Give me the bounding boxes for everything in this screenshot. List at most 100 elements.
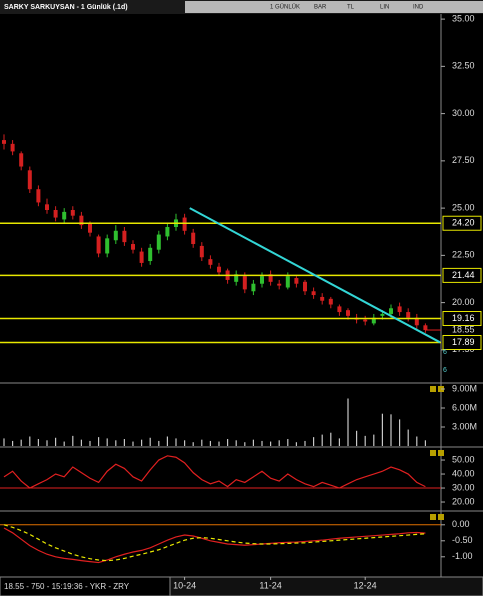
y-tick-label: 35.00 [452,13,475,23]
last-price-label: 18.55 [452,324,475,334]
level-label: 24.20 [452,218,475,228]
level-box [442,334,482,350]
candle-body [337,306,342,313]
volume-bar [390,414,392,446]
volume-bar [192,442,194,446]
candle-body [156,234,161,250]
toolbar-button[interactable]: IND [413,5,424,11]
candle-body [346,310,350,316]
candle-body [285,276,290,288]
volume-bar [278,440,280,446]
toolbar-button[interactable]: BAR [314,5,327,11]
x-tick-label: 12-24 [354,580,377,590]
trendline [189,207,441,344]
indicator-line [3,524,426,562]
volume-bar [287,439,289,446]
level-label: 21.44 [452,270,475,280]
toolbar-button[interactable]: 1 GÜNLÜK [270,4,300,11]
status-box [0,576,171,596]
volume-bar [399,419,401,446]
candle-body [268,274,273,282]
volume-bar [158,440,160,446]
y-tick-label: 3.00M [452,421,477,431]
candle-body [148,247,153,262]
candle-body [199,245,204,258]
volume-bar [407,429,409,446]
candle-body [311,291,316,296]
y-tick-label: 40.00 [452,468,475,478]
level-box [442,215,482,231]
volume-bar [149,437,151,446]
volume-bar [321,434,323,446]
candle-body [423,325,428,331]
candle-body [303,281,307,292]
volume-bar [381,413,383,446]
candle-body [27,170,32,190]
candle-body [36,189,41,203]
candle-body [242,276,247,290]
candle-body [96,236,101,254]
candle-body [406,312,411,318]
candle-body [389,308,393,314]
candle-body [165,227,170,237]
volume-bar [227,439,229,446]
candle-body [208,259,213,265]
candle-body [2,140,6,144]
toolbar-button[interactable]: LIN [380,5,389,11]
volume-bar [261,440,263,446]
candle-body [70,210,75,216]
y-tick-label: 6.00M [452,402,477,412]
y-tick-label: 30.00 [452,482,475,492]
volume-bar [123,439,125,446]
candle-body [122,230,127,243]
volume-bar [338,438,340,446]
candle-body [53,210,58,218]
volume-bar [141,439,143,446]
y-tick-label: 30.00 [452,108,475,118]
volume-bar [304,440,306,446]
volume-bar [209,440,211,446]
volume-bar [37,439,39,446]
volume-bar [89,440,91,446]
candle-body [320,296,325,301]
candle-body [217,266,221,273]
y-tick-label: -0.50 [452,535,473,545]
y-tick-label: 0.00 [452,519,470,529]
x-tick-label: 11-24 [259,580,281,590]
candle-body [191,232,196,245]
level-label: 17.89 [452,337,475,347]
volume-bar [115,440,117,446]
window-title: SARKY SARKUYSAN - 1 Günlük (.1d) [4,4,128,11]
volume-bar [244,442,246,446]
candle-body [10,143,15,152]
volume-bar [373,434,375,446]
candle-body [182,217,187,231]
candle-body [19,153,24,167]
volume-bar [46,440,48,446]
volume-bar [72,435,74,446]
annotation: 6 [443,367,447,374]
candle-body [380,313,385,316]
y-tick-label: 20.00 [452,496,475,506]
candle-body [105,238,110,254]
toolbar-button[interactable]: TL [347,5,355,11]
candle-body [328,298,333,305]
volume-bar [106,438,108,446]
candle-body [277,283,282,286]
candle-body [131,244,135,250]
volume-bar [235,440,237,446]
level-box [442,267,482,283]
y-tick-label: 50.00 [452,454,475,464]
volume-bar [166,436,168,446]
volume-bar [63,441,65,446]
indicator-line [3,527,426,564]
volume-bar [270,441,272,446]
volume-bar [416,436,418,446]
volume-bar [98,437,100,446]
volume-bar [20,439,22,446]
y-tick-label: 20.00 [452,297,475,307]
volume-bar [356,430,358,446]
candle-body [62,211,67,220]
level-label: 19.16 [452,313,475,323]
volume-bar [313,437,315,446]
